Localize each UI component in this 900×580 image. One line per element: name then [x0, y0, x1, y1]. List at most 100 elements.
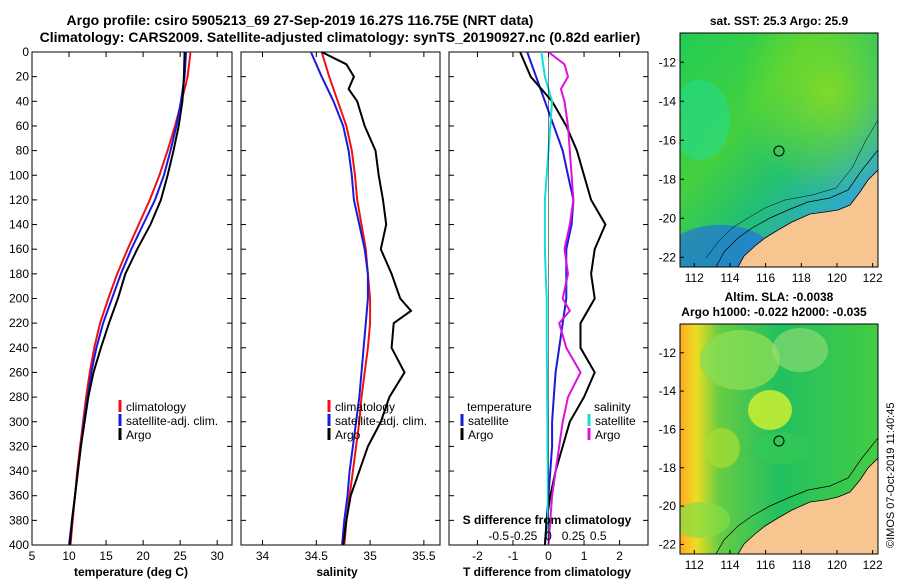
y-tick-label: 320: [9, 439, 29, 453]
legend-label-satellite: satellite-adj. clim.: [126, 414, 218, 428]
x-tick-label: 34.5: [305, 549, 329, 563]
series-line-salinity-satellite: [540, 51, 554, 546]
sla-map-ticks: 112 114 116 118 120 122 -12 -14 -16 -18 -20 -22: [659, 346, 883, 572]
x-tick-label: 5: [29, 549, 36, 563]
y-tick-label: 200: [9, 292, 29, 306]
x-tick-label: 2: [616, 549, 623, 563]
plot-frame: [240, 51, 441, 546]
map-x-tick-label: 122: [863, 271, 883, 285]
title-line-1: Argo profile: csiro 5905213_69 27-Sep-20…: [67, 12, 534, 28]
series-line-argo: [68, 51, 186, 546]
y-tick-label: 240: [9, 341, 29, 355]
difference-legend: temperature satellite Argo salinity sate…: [460, 400, 636, 442]
y-tick-label: 400: [9, 538, 29, 552]
map-y-tick-label: -14: [659, 384, 677, 398]
plot-frame: [31, 51, 233, 546]
land-australia: [737, 457, 878, 554]
x-tick-label: 34: [256, 549, 270, 563]
series-line-argo: [321, 51, 413, 546]
series-line-temperature-satellite: [526, 51, 575, 546]
bathymetry-contour: [715, 437, 878, 554]
sst-map-ticks: 112 114 116 118 120 122 -12 -14 -16 -18 -20 -22: [659, 55, 883, 285]
y-tick-label: 100: [9, 168, 29, 182]
sst-float-marker: [773, 145, 785, 157]
sst-map-title: sat. SST: 25.3 Argo: 25.9: [710, 14, 849, 28]
map-y-tick-label: -20: [659, 499, 677, 513]
s-diff-tick-label: -0.25: [510, 529, 538, 543]
y-tick-label: 180: [9, 267, 29, 281]
series-line-salinity-argo: [547, 51, 582, 546]
temperature-panel: 5 10 15 20 25 30: [29, 51, 233, 563]
x-tick-label: 25: [173, 549, 187, 563]
s-diff-tick-label: 0.25: [562, 529, 586, 543]
legend-label-sal-satellite: satellite: [595, 414, 636, 428]
map-x-tick-label: 116: [756, 558, 775, 572]
legend-label-temp-argo: Argo: [468, 428, 494, 442]
salinity-legend: climatology satellite-adj. clim. Argo: [327, 400, 427, 442]
legend-label-sal-argo: Argo: [595, 428, 621, 442]
y-tick-label: 380: [9, 513, 29, 527]
sst-map: [680, 33, 878, 267]
x-tick-label: 30: [211, 549, 225, 563]
legend-title-temperature: temperature: [467, 400, 532, 414]
y-tick-label: 160: [9, 242, 29, 256]
imos-timestamp: ©IMOS 07-Oct-2019 11:40:45: [885, 403, 897, 548]
map-y-tick-label: -12: [659, 346, 677, 360]
map-x-tick-label: 114: [720, 271, 739, 285]
series-line-temperature-argo: [519, 51, 607, 546]
temperature-legend: climatology satellite-adj. clim. Argo: [118, 400, 218, 442]
x-tick-label: 15: [99, 549, 113, 563]
s-diff-tick-label: -0.5: [488, 529, 509, 543]
y-tick-label: 120: [9, 193, 29, 207]
legend-label-argo: Argo: [126, 428, 152, 442]
map-y-tick-label: -20: [659, 211, 677, 225]
salinity-axis-label: salinity: [316, 565, 358, 579]
map-y-tick-label: -12: [659, 55, 677, 69]
sla-map-frame: [679, 323, 879, 555]
legend-label-climatology: climatology: [335, 400, 395, 414]
map-x-tick-label: 120: [827, 271, 847, 285]
x-tick-label: -1: [508, 549, 519, 563]
map-x-tick-label: 112: [685, 271, 704, 285]
map-x-tick-label: 114: [720, 558, 739, 572]
y-tick-label: 220: [9, 316, 29, 330]
y-tick-label: 80: [16, 144, 30, 158]
s-difference-tick-labels: -0.5 -0.25 0 0.25 0.5: [488, 529, 607, 543]
s-diff-tick-label: 0: [545, 529, 552, 543]
x-tick-label: -2: [472, 549, 483, 563]
map-y-tick-label: -16: [659, 422, 677, 436]
depth-axis-labels: 0 20 40 60 80 100 120 140 160 180 200 220 240 260 280 3…: [9, 45, 29, 552]
sla-float-marker: [773, 435, 785, 447]
sla-map: [680, 324, 878, 554]
s-difference-axis-label: S difference from climatology: [463, 513, 632, 527]
map-x-tick-label: 112: [685, 558, 704, 572]
x-tick-label: 10: [62, 549, 76, 563]
title-line-2: Climatology: CARS2009. Satellite-adjuste…: [40, 29, 641, 45]
map-x-tick-label: 118: [792, 558, 811, 572]
map-y-tick-label: -22: [659, 250, 677, 264]
map-y-tick-label: -18: [659, 461, 677, 475]
salinity-panel: 34 34.5 35 35.5: [240, 51, 441, 563]
y-tick-label: 280: [9, 390, 29, 404]
y-tick-label: 360: [9, 489, 29, 503]
x-tick-label: 35: [363, 549, 377, 563]
sla-map-title-2: Argo h1000: -0.022 h2000: -0.035: [681, 305, 867, 319]
land-australia: [737, 169, 878, 267]
series-line-satellite-adj-clim-: [68, 51, 188, 546]
sst-map-frame: [679, 32, 879, 268]
legend-label-argo: Argo: [335, 428, 361, 442]
y-tick-label: 0: [22, 45, 29, 59]
series-line-climatology: [69, 51, 192, 546]
map-x-tick-label: 116: [756, 271, 775, 285]
legend-label-satellite: satellite-adj. clim.: [335, 414, 427, 428]
legend-title-salinity: salinity: [594, 400, 631, 414]
map-y-tick-label: -14: [659, 94, 677, 108]
difference-panel: -2 -1 0 1 2: [448, 51, 649, 563]
y-tick-label: 340: [9, 464, 29, 478]
temperature-axis-label: temperature (deg C): [74, 565, 188, 579]
y-tick-label: 260: [9, 365, 29, 379]
map-y-tick-label: -22: [659, 537, 677, 551]
legend-label-temp-satellite: satellite: [468, 414, 509, 428]
x-tick-label: 35.5: [412, 549, 436, 563]
